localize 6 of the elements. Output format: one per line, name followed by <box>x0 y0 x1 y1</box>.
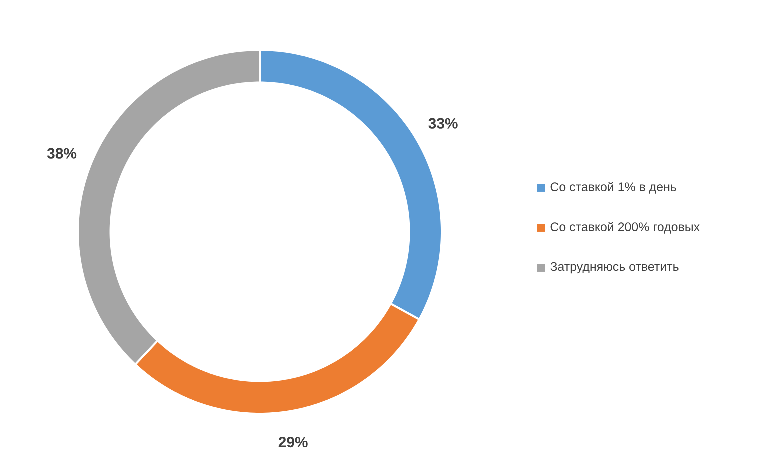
legend-label: Со ставкой 200% годовых <box>550 222 700 234</box>
data-label: 33% <box>428 118 458 129</box>
data-label: 38% <box>47 148 77 159</box>
data-label: 29% <box>278 437 308 448</box>
legend-label: Затрудняюсь ответить <box>550 262 679 274</box>
legend-label: Со ставкой 1% в день <box>550 182 676 194</box>
